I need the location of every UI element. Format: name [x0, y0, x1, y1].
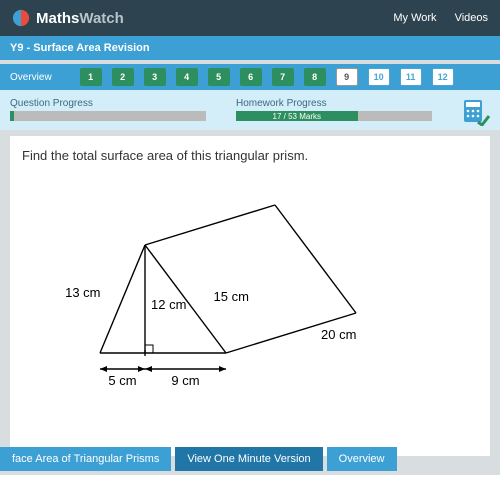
- brand: MathsWatch: [12, 9, 124, 27]
- question-nav-9[interactable]: 9: [336, 68, 358, 86]
- question-nav-4[interactable]: 4: [176, 68, 198, 86]
- tab-surface-area[interactable]: face Area of Triangular Prisms: [0, 447, 171, 471]
- question-text: Find the total surface area of this tria…: [22, 148, 478, 163]
- question-nav: Overview 123456789101112: [0, 64, 500, 90]
- prism-diagram: 13 cm 12 cm 15 cm 5 cm 9 cm 20 cm: [22, 183, 478, 393]
- svg-text:15 cm: 15 cm: [214, 289, 249, 304]
- link-videos[interactable]: Videos: [455, 12, 488, 24]
- question-content: Find the total surface area of this tria…: [10, 136, 490, 456]
- topic-bar: Y9 - Surface Area Revision: [0, 36, 500, 60]
- hw-progress-label: Homework Progress: [236, 98, 432, 109]
- question-nav-10[interactable]: 10: [368, 68, 390, 86]
- calculator-icon[interactable]: [462, 98, 490, 126]
- svg-text:13 cm: 13 cm: [65, 285, 100, 300]
- app-header: MathsWatch My Work Videos: [0, 0, 500, 36]
- q-progress-label: Question Progress: [10, 98, 206, 109]
- question-nav-11[interactable]: 11: [400, 68, 422, 86]
- progress-row: Question Progress Homework Progress 17 /…: [0, 90, 500, 130]
- question-nav-12[interactable]: 12: [432, 68, 454, 86]
- question-nav-7[interactable]: 7: [272, 68, 294, 86]
- question-nav-5[interactable]: 5: [208, 68, 230, 86]
- svg-text:5 cm: 5 cm: [108, 373, 136, 388]
- tab-overview[interactable]: Overview: [327, 447, 397, 471]
- header-links: My Work Videos: [393, 12, 488, 24]
- question-nav-8[interactable]: 8: [304, 68, 326, 86]
- question-nav-3[interactable]: 3: [144, 68, 166, 86]
- question-progress: Question Progress: [10, 98, 206, 121]
- brand-text-a: Maths: [36, 10, 79, 27]
- svg-text:12 cm: 12 cm: [151, 297, 186, 312]
- tab-one-minute[interactable]: View One Minute Version: [175, 447, 322, 471]
- homework-progress: Homework Progress 17 / 53 Marks: [236, 98, 432, 121]
- nav-overview[interactable]: Overview: [10, 72, 52, 83]
- question-nav-1[interactable]: 1: [80, 68, 102, 86]
- link-mywork[interactable]: My Work: [393, 12, 436, 24]
- brand-icon: [12, 9, 30, 27]
- question-nav-6[interactable]: 6: [240, 68, 262, 86]
- svg-text:9 cm: 9 cm: [171, 373, 199, 388]
- bottom-tabs: face Area of Triangular Prisms View One …: [0, 447, 397, 471]
- footer-strip: [0, 475, 500, 500]
- svg-text:20 cm: 20 cm: [321, 327, 356, 342]
- question-nav-2[interactable]: 2: [112, 68, 134, 86]
- brand-text-b: Watch: [79, 10, 123, 27]
